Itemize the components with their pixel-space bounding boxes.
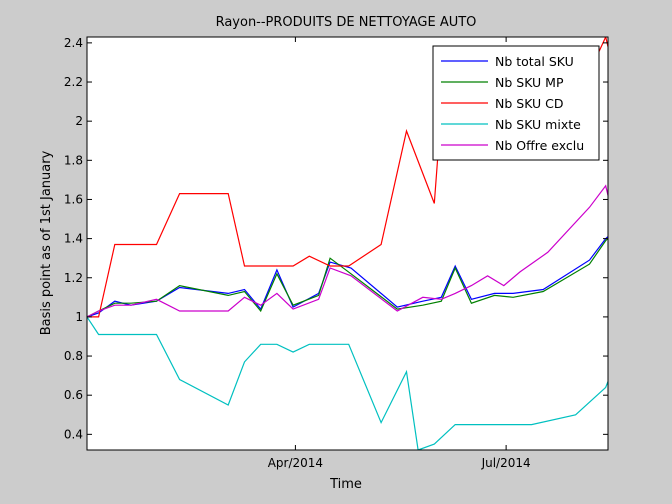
y-tick-label: 1	[75, 310, 83, 324]
legend-items: Nb total SKU Nb SKU MP Nb SKU CD Nb SKU mix…	[441, 54, 584, 153]
y-tick-label: 2.4	[64, 36, 83, 50]
legend-label: Nb SKU CD	[495, 96, 564, 111]
y-tick-label: 1.6	[64, 192, 83, 206]
y-tick-label: 1.2	[64, 271, 83, 285]
chart-title: Rayon--PRODUITS DE NETTOYAGE AUTO	[216, 15, 477, 30]
y-tick-label: 2	[75, 114, 83, 128]
ticks-layer: 0.4 0.6 0.8 1 1.2 1.4 1.6 1.8 2 2.2 2.4 Apr/2014 Jul…	[64, 36, 608, 470]
series-line-5	[87, 184, 608, 318]
y-tick-label: 0.8	[64, 349, 83, 363]
x-axis-title: Time	[329, 477, 362, 492]
legend-label: Nb Offre exclu	[495, 138, 584, 153]
legend: Nb total SKU Nb SKU MP Nb SKU CD Nb SKU mix…	[432, 45, 600, 161]
x-tick-label: Jul/2014	[481, 456, 531, 470]
y-tick-label: 1.8	[64, 153, 83, 167]
legend-label: Nb total SKU	[495, 54, 574, 69]
y-axis-title: Basis point as of 1st January	[39, 150, 54, 335]
legend-label: Nb SKU mixte	[495, 117, 581, 132]
y-tick-label: 2.2	[64, 75, 83, 89]
series-line-4	[87, 316, 608, 450]
x-tick-label: Apr/2014	[268, 456, 323, 470]
y-tick-label: 0.6	[64, 388, 83, 402]
plot-frame	[86, 36, 609, 451]
y-tick-label: 0.4	[64, 427, 83, 441]
legend-label: Nb SKU MP	[495, 75, 564, 90]
series-line-2	[87, 238, 608, 318]
y-tick-label: 1.4	[64, 232, 83, 246]
